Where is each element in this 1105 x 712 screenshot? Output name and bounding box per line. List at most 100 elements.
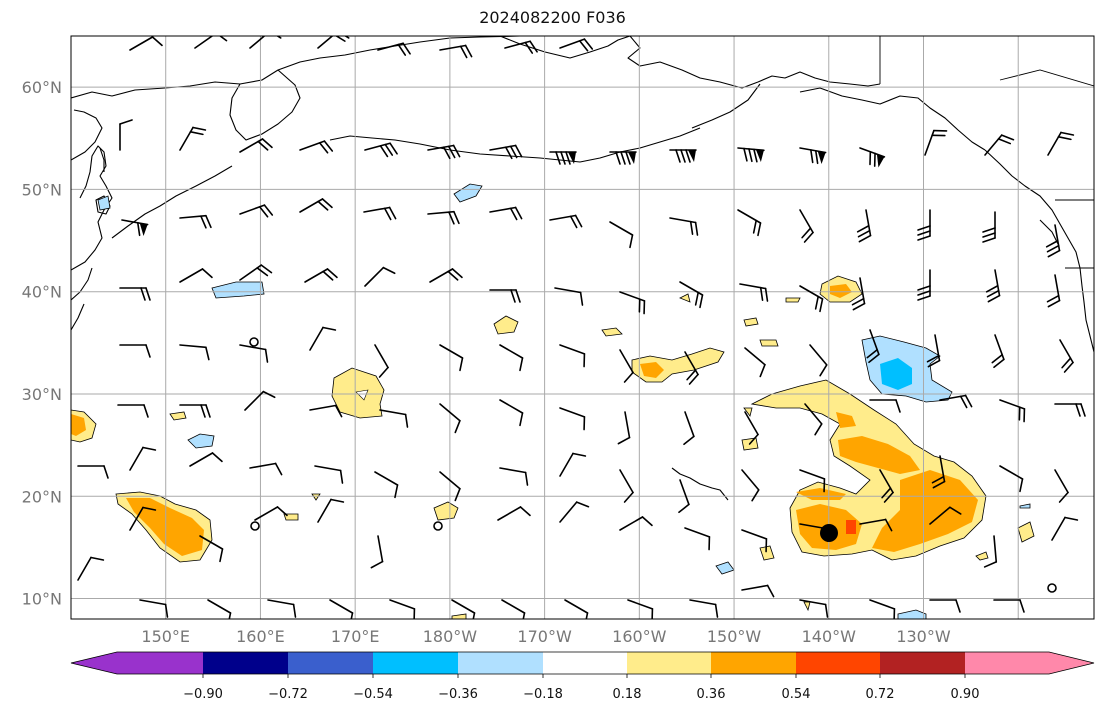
calm-marker (249, 337, 259, 347)
anomaly-area-neg-5-core (880, 358, 912, 390)
wind-barb (619, 349, 634, 383)
colorbar-segment (543, 652, 627, 674)
wind-barb (999, 399, 1026, 423)
wind-barb (254, 506, 288, 521)
anomaly-area-neg-3 (453, 183, 483, 203)
colorbar-segment (711, 652, 796, 674)
wind-barb (121, 219, 149, 237)
hokkaido (95, 195, 111, 215)
wind-barb (851, 277, 866, 311)
gridlines (71, 36, 1094, 619)
calm-marker (1047, 583, 1057, 593)
latitude-label: 60°N (22, 78, 62, 97)
wind-barb (439, 44, 473, 59)
wind-barb (119, 119, 133, 151)
coast-chukotka (499, 36, 631, 59)
wind-barb (244, 390, 276, 411)
colorbar-outline (70, 651, 1095, 675)
wind-barb (744, 411, 759, 445)
wind-barb (609, 151, 637, 165)
wind-barb (207, 599, 232, 619)
wind-barb (267, 599, 297, 618)
latitude-labels: 10°N 20°N 30°N 40°N 50°N 60°N (22, 78, 62, 608)
wind-barb (179, 404, 211, 418)
wind-barb (374, 344, 389, 378)
latitude-label: 30°N (22, 385, 62, 404)
wind-barb (799, 209, 814, 243)
map-frame (70, 35, 1095, 620)
calm-marker (433, 521, 443, 531)
anomaly-area-small-13 (803, 601, 811, 612)
anomaly-area-northeast-core (830, 284, 852, 298)
wind-barb (119, 287, 151, 301)
anomaly-area-small-14 (743, 407, 753, 417)
longitude-label: 130°W (896, 627, 951, 646)
wind-barb (1046, 274, 1061, 308)
wind-barb (619, 516, 653, 531)
wind-barb (489, 289, 521, 303)
colorbar-label: −0.54 (353, 687, 393, 702)
colorbar-label: −0.72 (268, 687, 308, 702)
wind-barb (329, 599, 354, 619)
latitude-label: 40°N (22, 283, 62, 302)
colorbar-segment (203, 652, 288, 674)
colorbar-label: −0.90 (183, 687, 223, 702)
anomaly-area-neg-7 (897, 609, 927, 619)
wind-barb (1047, 131, 1075, 156)
longitude-label: 150°E (141, 627, 190, 646)
wind-barb (299, 198, 333, 213)
coast-japan-south (71, 267, 93, 301)
wind-barb (559, 407, 586, 431)
coast-alaska-west (627, 36, 881, 89)
wind-barb (627, 599, 654, 619)
wind-barb (799, 285, 824, 313)
anomaly-area-neg-2 (211, 281, 265, 299)
wind-barb (939, 394, 973, 409)
coast-bc (984, 149, 1094, 353)
wind-barb (879, 469, 894, 503)
colorbar-label: 0.72 (866, 687, 895, 702)
latitude-label: 10°N (22, 590, 62, 609)
wind-barb (679, 281, 704, 309)
wind-barb (609, 221, 634, 249)
coast-alaska-south (799, 87, 986, 151)
wind-barb (869, 399, 901, 413)
anomaly-area-neg-6 (715, 561, 735, 575)
colorbar-segment (627, 652, 711, 674)
colorbar-label: −0.18 (523, 687, 563, 702)
wind-barb (926, 334, 941, 368)
colorbar-label: 0.36 (697, 687, 726, 702)
coastlines (71, 36, 1094, 501)
wind-barb (451, 599, 476, 619)
latitude-label: 20°N (22, 487, 62, 506)
longitude-label: 160°W (612, 627, 667, 646)
anomaly-area-neg-8 (1019, 503, 1031, 509)
wind-barb (984, 134, 1015, 156)
calm-marker (250, 521, 260, 531)
anomaly-area-midpac-1-hole (355, 389, 369, 401)
wind-barb (314, 465, 344, 484)
wind-barb (799, 469, 826, 493)
coast-japan (71, 145, 113, 271)
anomaly-area-small-6 (743, 317, 759, 327)
wind-barb (427, 144, 461, 160)
anomaly-area-small-8 (785, 297, 801, 303)
wind-barb (559, 452, 587, 477)
wind-barb (129, 36, 163, 51)
longitude-label: 160°E (236, 627, 285, 646)
anomaly-area-neg-4 (187, 433, 215, 449)
borders (879, 36, 1094, 269)
border-inland (999, 69, 1094, 87)
wind-barb (439, 403, 461, 434)
wind-barb (741, 529, 768, 553)
negative-anomaly-fields (97, 183, 1031, 619)
wind-barb (309, 326, 337, 351)
wind-barb (549, 151, 577, 165)
wind-barb (737, 209, 762, 237)
wind-barb (619, 469, 634, 503)
colorbar-segment (965, 652, 1094, 674)
wind-barb (129, 446, 157, 471)
wind-barb (689, 599, 719, 618)
wind-barb (866, 329, 880, 364)
wind-barb (129, 506, 157, 531)
